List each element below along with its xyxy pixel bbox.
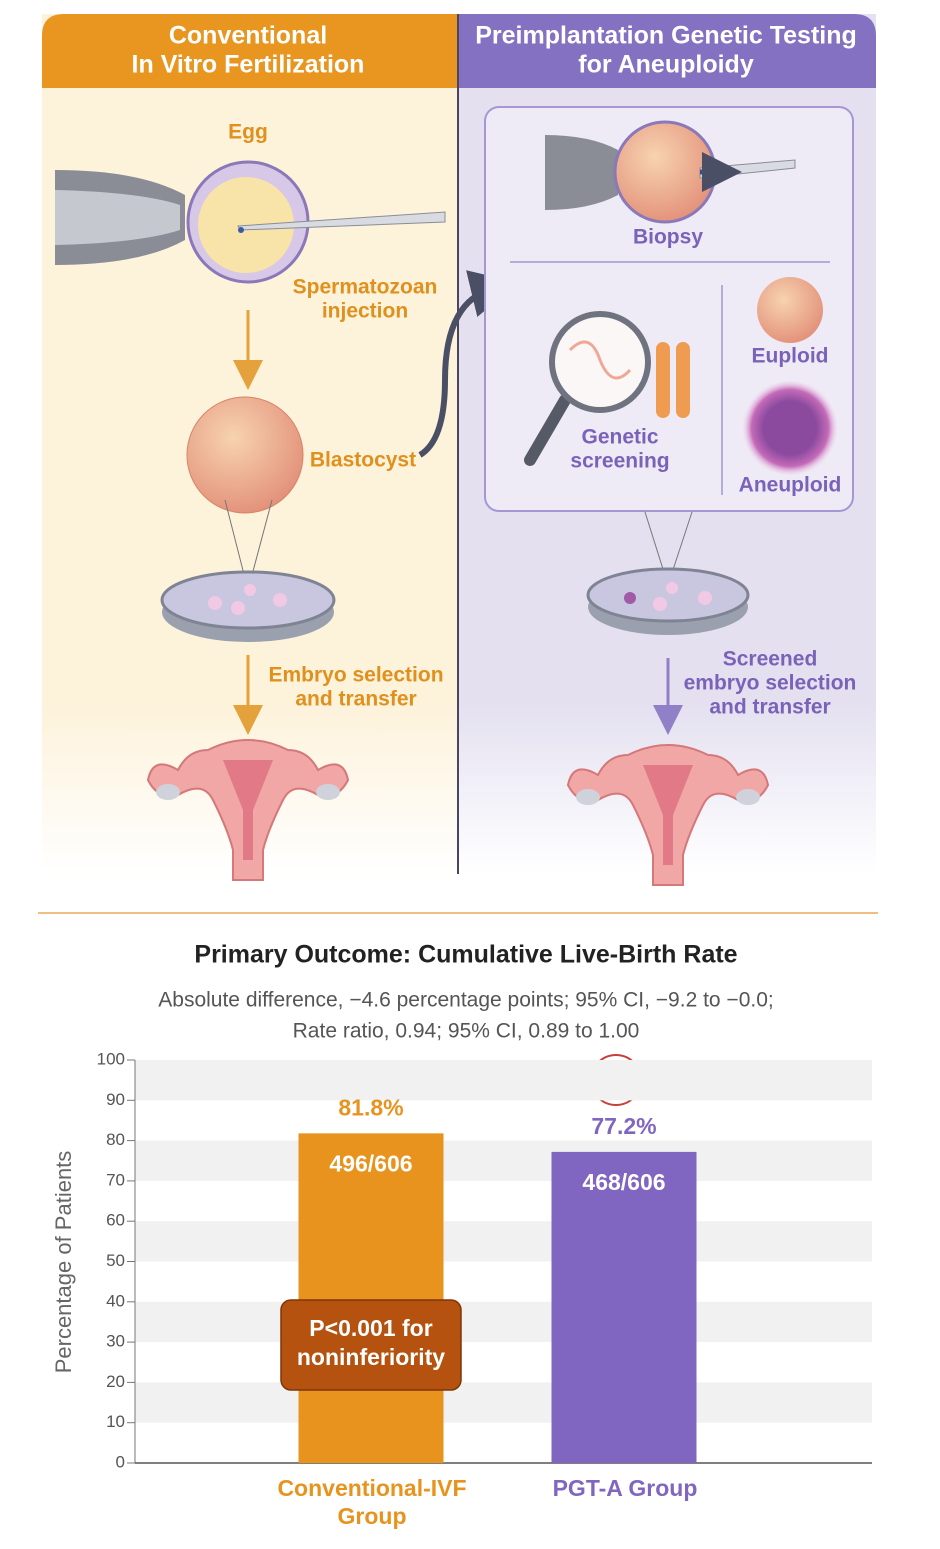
y-tick-label: 60 [106,1211,125,1230]
bar [298,1133,444,1463]
label: Genetic [581,426,658,449]
label: and transfer [709,696,830,719]
egg-illustration [55,160,446,284]
dish-left [160,570,336,642]
chart-title: Primary Outcome: Cumulative Live-Birth R… [194,941,737,969]
annotation-box [280,1299,462,1391]
panel-header: for Aneuploidy [578,51,754,79]
annotation: P<0.001 for [309,1315,432,1341]
dish-right [586,567,750,635]
label: Embryo selection [268,664,443,687]
grid-band [135,1060,872,1101]
aneuploid-illustration [742,380,838,476]
label: screening [570,450,669,473]
arrow [418,270,519,458]
grid-band [135,1382,872,1423]
grid-band [135,1301,872,1343]
y-tick-label: 10 [106,1412,125,1431]
label: Spermatozoan [293,276,438,299]
y-tick-label: 80 [106,1130,125,1149]
count-label: 468/606 [582,1169,665,1195]
chart-subtitle: Absolute difference, −4.6 percentage poi… [158,989,773,1012]
label: Screened [723,648,818,671]
label: embryo selection [684,672,857,695]
x-tick-label: PGT-A Group [552,1475,698,1501]
grid-band [135,1221,872,1262]
bar [551,1151,697,1463]
count-label: 496/606 [329,1150,412,1176]
y-tick-label: 90 [106,1090,125,1109]
panel-header: Preimplantation Genetic Testing [475,22,857,50]
label: Euploid [752,345,829,368]
y-tick-label: 20 [106,1372,125,1391]
y-tick-label: 50 [106,1251,125,1270]
label: Biopsy [633,226,703,249]
label: injection [322,300,408,323]
y-tick-label: 100 [97,1049,125,1068]
biopsy-illustration [545,120,796,224]
value-label: 77.2% [591,1113,656,1139]
value-label: 81.8% [338,1094,403,1120]
uterus-right [566,744,770,886]
annotation: noninferiority [297,1344,445,1370]
label: Blastocyst [310,449,416,472]
uterus-left [146,739,350,881]
label: and transfer [295,688,416,711]
panel-header: In Vitro Fertilization [132,51,365,79]
magnifier-illustration [524,311,690,466]
panel-header: Conventional [169,22,327,50]
y-tick-label: 0 [116,1452,125,1471]
euploid-illustration [757,277,823,343]
x-tick-label: Conventional-IVF Group [277,1475,467,1529]
blastocyst-illustration [186,396,304,514]
label: Egg [228,121,268,144]
y-tick-label: 40 [106,1291,125,1310]
chart-subtitle: Rate ratio, 0.94; 95% CI, 0.89 to 1.00 [293,1020,640,1043]
y-axis-label: Percentage of Patients [51,1151,76,1374]
label: Aneuploid [739,474,842,497]
y-tick-label: 30 [106,1332,125,1351]
y-tick-label: 70 [106,1170,125,1189]
grid-band [135,1140,872,1181]
